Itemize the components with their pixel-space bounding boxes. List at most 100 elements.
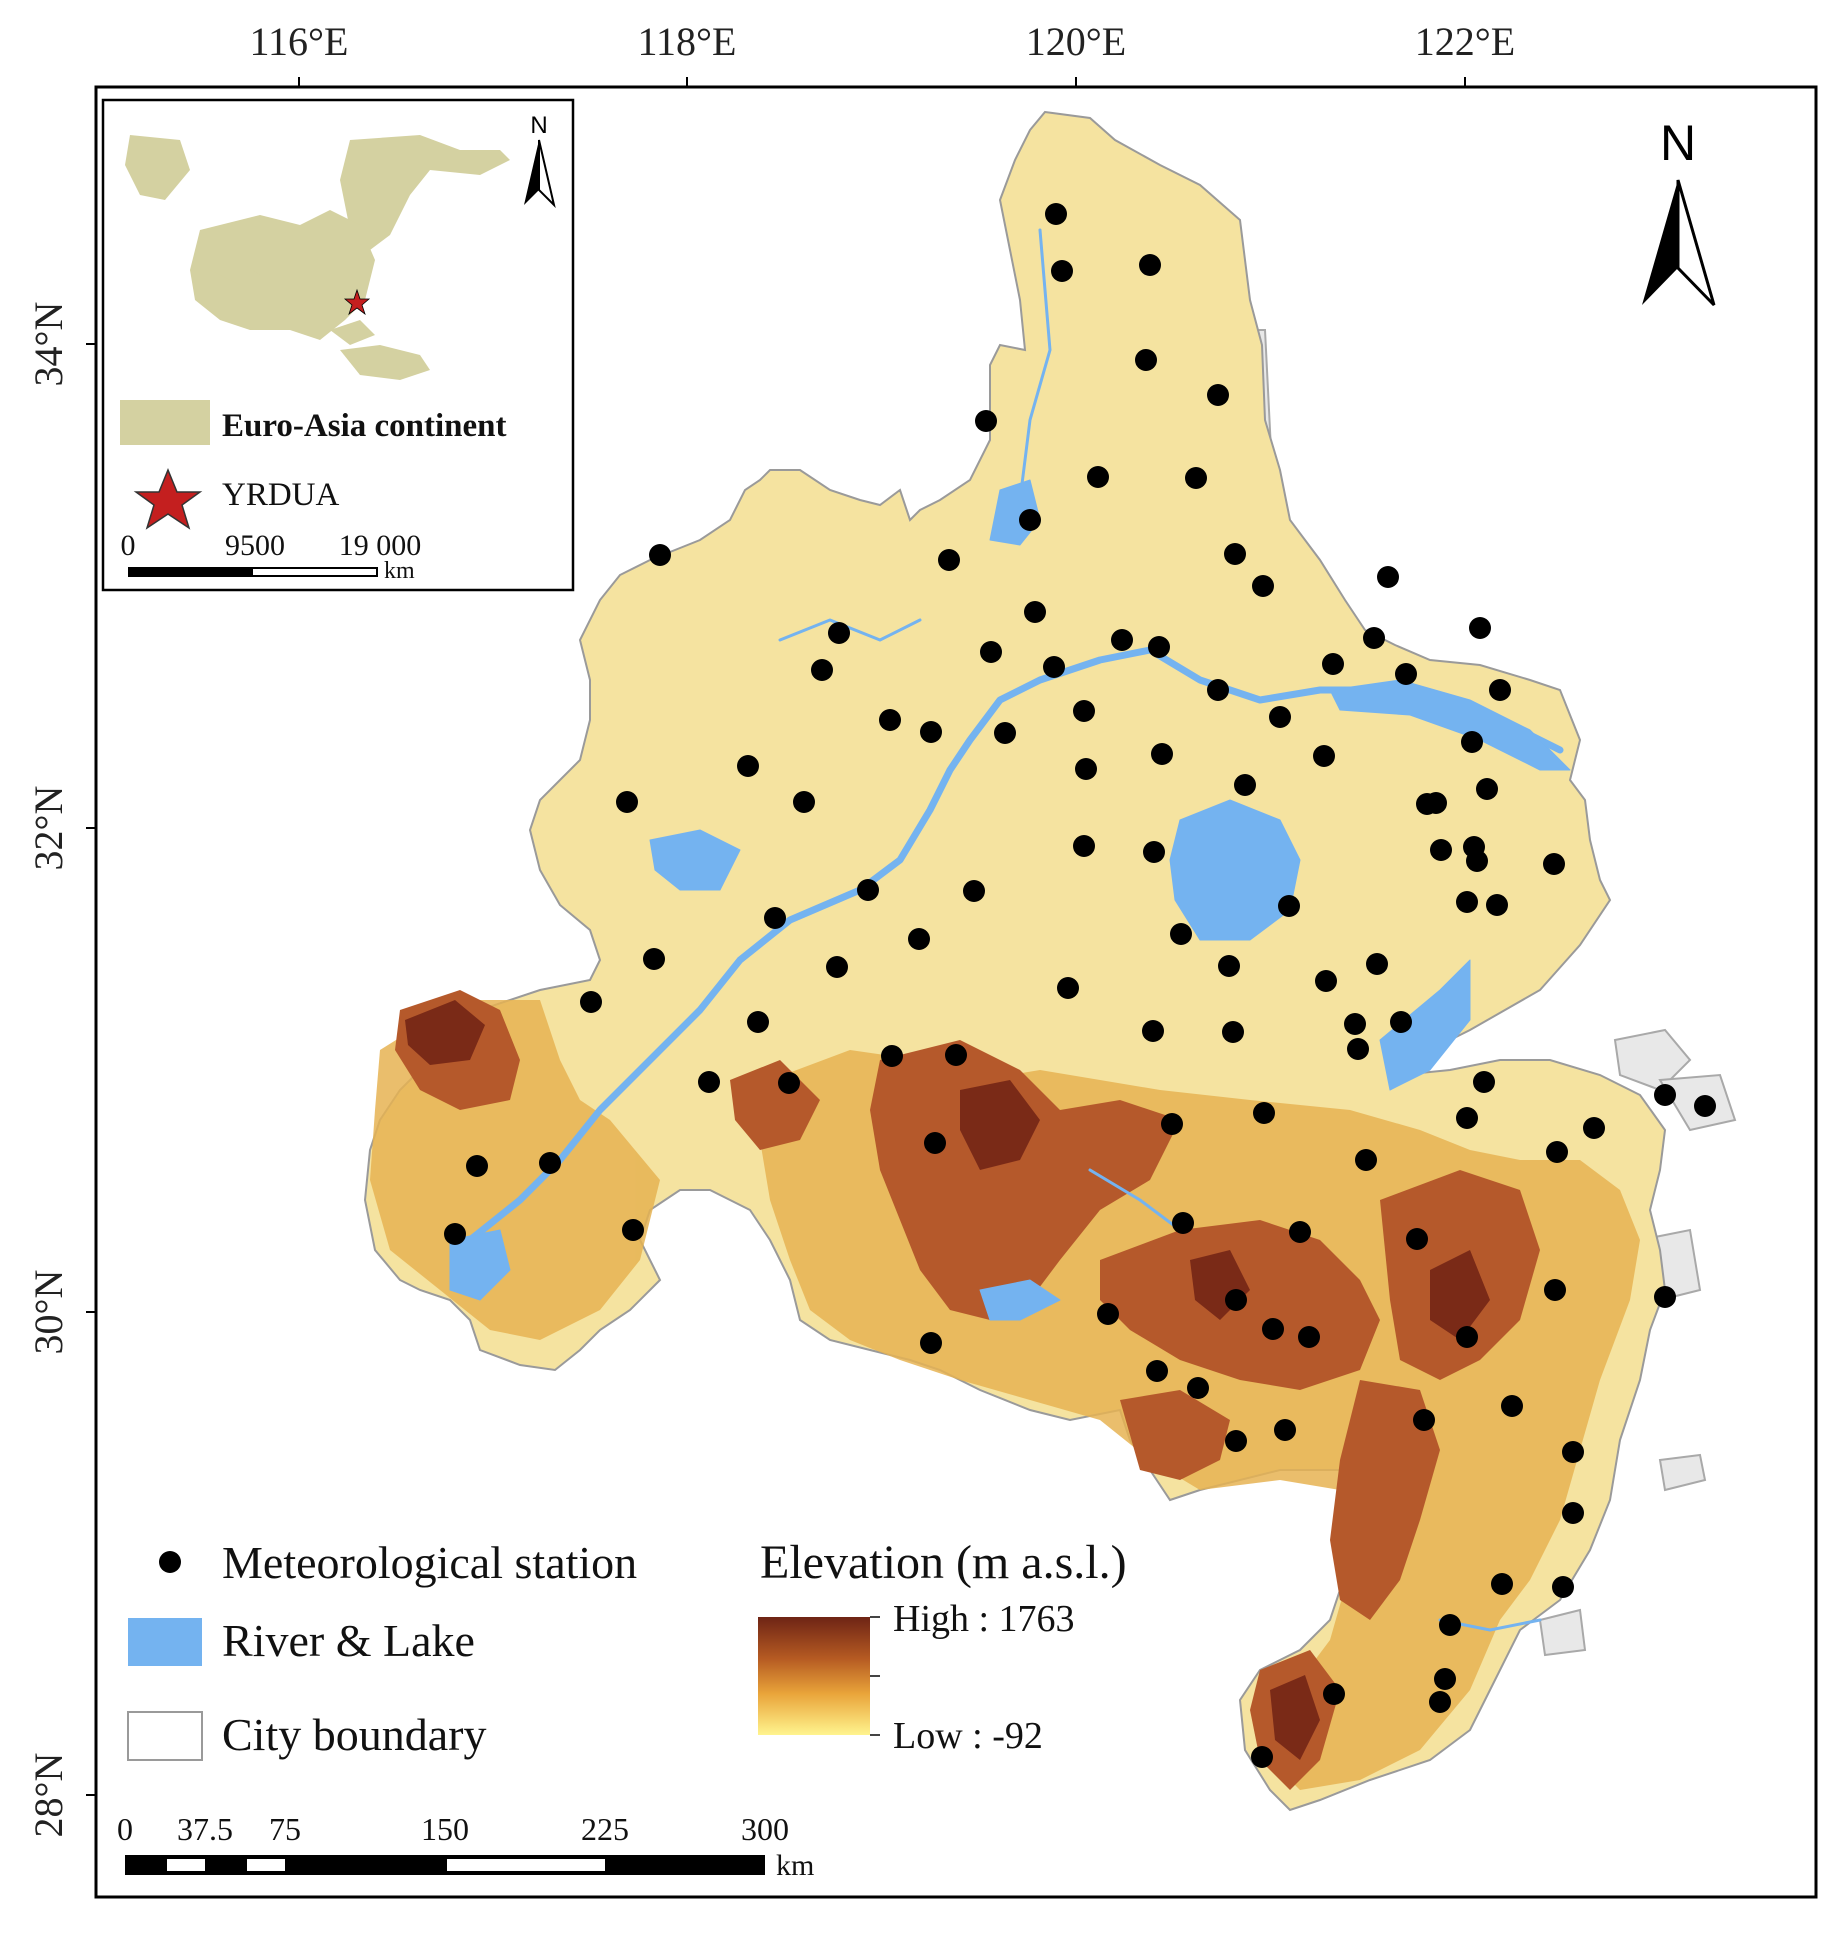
station-marker [1207, 679, 1229, 701]
station-marker [1222, 1021, 1244, 1043]
station-marker [1430, 839, 1452, 861]
station-marker [1363, 627, 1385, 649]
station-marker [1019, 509, 1041, 531]
inset-north-label: N [530, 112, 547, 139]
station-marker [1073, 835, 1095, 857]
scale-label: 300 [741, 1811, 789, 1847]
station-marker [1253, 1102, 1275, 1124]
north-arrow-label: N [1660, 115, 1696, 171]
station-marker [1456, 1326, 1478, 1348]
station-marker [1429, 1691, 1451, 1713]
station-marker [1406, 1228, 1428, 1250]
station-marker [1207, 384, 1229, 406]
station-marker [1045, 203, 1067, 225]
station-marker [1251, 1746, 1273, 1768]
station-marker [920, 721, 942, 743]
lon-label-120: 120°E [1026, 19, 1126, 64]
elevation-high-label: High : 1763 [893, 1598, 1075, 1640]
station-marker [826, 956, 848, 978]
station-marker [1469, 617, 1491, 639]
scale-label: 75 [269, 1811, 301, 1847]
station-marker [1473, 1071, 1495, 1093]
station-marker [924, 1132, 946, 1154]
station-marker [1051, 260, 1073, 282]
station-marker [1043, 656, 1065, 678]
station-marker [1395, 663, 1417, 685]
station-marker [1278, 895, 1300, 917]
station-marker [1466, 850, 1488, 872]
lake-qiandao [979, 1279, 1061, 1321]
station-marker [1489, 679, 1511, 701]
continent-label: Euro-Asia continent [222, 408, 507, 444]
qiantang-estuary [1379, 959, 1471, 1091]
station-marker [1057, 977, 1079, 999]
station-marker [1583, 1117, 1605, 1139]
station-marker [1224, 543, 1246, 565]
station-marker [1172, 1212, 1194, 1234]
terrain-peaks [405, 1000, 1490, 1760]
river-lake-label: River & Lake [222, 1615, 475, 1666]
scale-label: 0 [117, 1811, 133, 1847]
station-marker [643, 948, 665, 970]
inset-star [343, 288, 371, 316]
station-marker [1274, 1419, 1296, 1441]
elevation-title: Elevation (m a.s.l.) [760, 1536, 1127, 1589]
station-marker [1323, 1683, 1345, 1705]
station-marker [1313, 745, 1335, 767]
station-marker [945, 1044, 967, 1066]
lat-label-32: 32°N [26, 786, 71, 871]
river-lake-swatch [128, 1618, 202, 1666]
lat-label-34: 34°N [26, 302, 71, 387]
station-marker [1139, 254, 1161, 276]
meteorological-stations [444, 203, 1716, 1768]
station-marker [980, 641, 1002, 663]
station-marker [1694, 1095, 1716, 1117]
station-marker [1097, 1303, 1119, 1325]
station-marker [764, 907, 786, 929]
city-boundary-label: City boundary [222, 1709, 486, 1760]
station-marker [1075, 758, 1097, 780]
station-marker [1413, 1409, 1435, 1431]
inset-north-arrow: N [524, 112, 556, 209]
station-marker [1262, 1318, 1284, 1340]
euro-asia-continent [125, 135, 510, 380]
station-marker [539, 1152, 561, 1174]
station-marker [1366, 953, 1388, 975]
station-marker [1135, 349, 1157, 371]
lake-chaohu [649, 829, 741, 891]
station-marker [938, 549, 960, 571]
inset-scale-unit: km [384, 558, 415, 584]
station-marker [1543, 853, 1565, 875]
scale-label: 225 [581, 1811, 629, 1847]
station-marker [963, 880, 985, 902]
station-marker [1185, 467, 1207, 489]
station-marker [1544, 1279, 1566, 1301]
station-marker [881, 1045, 903, 1067]
station-marker [1151, 743, 1173, 765]
station-marker [1439, 1614, 1461, 1636]
city-boundary-swatch [127, 1711, 203, 1761]
station-marker [1425, 792, 1447, 814]
station-marker [747, 1011, 769, 1033]
rivers-and-lakes [449, 228, 1571, 1632]
scale-label: 150 [421, 1811, 469, 1847]
station-marker [1562, 1502, 1584, 1524]
station-marker [1161, 1113, 1183, 1135]
station-marker [1461, 731, 1483, 753]
station-marker [1347, 1038, 1369, 1060]
station-marker [1654, 1084, 1676, 1106]
station-marker [1456, 891, 1478, 913]
lake-poyang [449, 1229, 511, 1301]
north-arrow: N [1642, 115, 1716, 307]
station-marker [879, 709, 901, 731]
latitude-labels: 34°N 32°N 30°N 28°N [26, 302, 71, 1838]
elevation-low-label: Low : -92 [893, 1715, 1043, 1757]
station-marker [1344, 1013, 1366, 1035]
longitude-labels: 116°E 118°E 120°E 122°E [250, 19, 1516, 64]
station-marker [778, 1072, 800, 1094]
station-marker [1170, 923, 1192, 945]
lat-label-28: 28°N [26, 1753, 71, 1838]
station-marker [828, 622, 850, 644]
station-marker [811, 659, 833, 681]
station-marker [994, 722, 1016, 744]
